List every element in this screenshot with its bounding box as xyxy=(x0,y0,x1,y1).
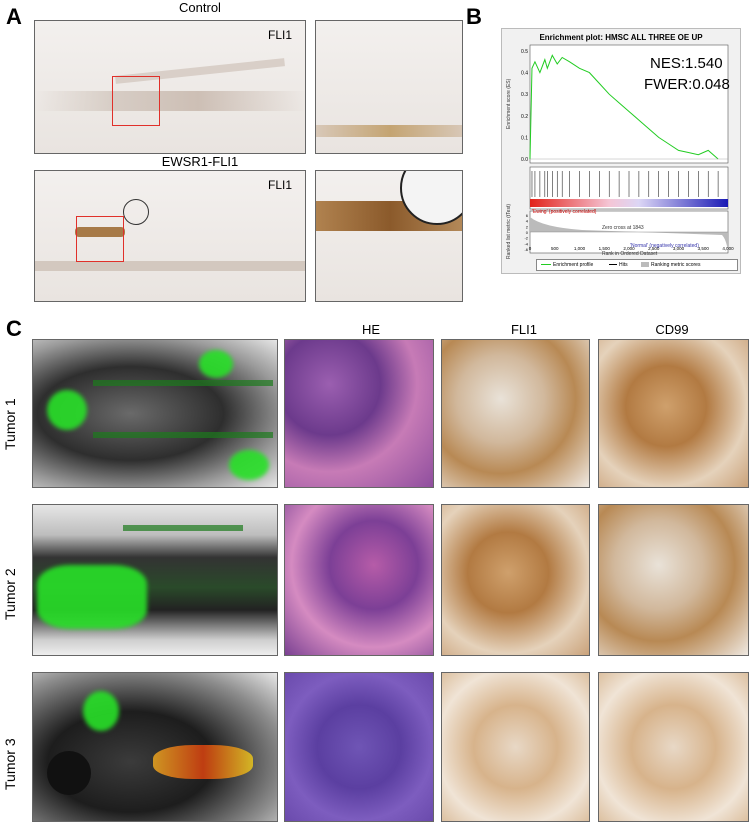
zoom-region-box-ews xyxy=(76,216,124,262)
ews-overview-image xyxy=(34,170,306,302)
col-header-cd99: CD99 xyxy=(655,322,689,337)
tumor-label-3: Tumor 3 xyxy=(2,738,18,790)
fwer-value: FWER:0.048 xyxy=(644,76,730,93)
stain-label-fli1-top: FLI1 xyxy=(268,28,293,42)
y-tick-label: 0.1 xyxy=(521,135,528,141)
metric-tick-label: -6 xyxy=(524,247,528,252)
tumor-1-he-image xyxy=(284,339,434,488)
stain-label-fli1-bottom: FLI1 xyxy=(268,178,293,192)
legend-hits: Hits xyxy=(619,262,628,268)
x-tick-label: 2,000 xyxy=(623,246,635,251)
es-plot-frame xyxy=(529,44,729,164)
tumor-2-fish-image xyxy=(32,504,278,656)
x-tick-label: 3,500 xyxy=(698,246,710,251)
gsea-legend: Enrichment profile Hits Ranking metric s… xyxy=(536,259,738,271)
tumor-2-cd99-image xyxy=(598,504,749,656)
col-header-fli1: FLI1 xyxy=(510,322,537,337)
y-tick-label: 0.5 xyxy=(521,49,528,55)
enrichment-profile-line xyxy=(529,54,719,160)
panel-letter-b: B xyxy=(466,4,482,29)
x-axis-label: Rank in Ordered Dataset xyxy=(602,251,658,257)
metric-tick-label: 2 xyxy=(526,224,529,229)
zoom-region-box-control xyxy=(112,76,160,126)
metric-axis-label: Ranked list metric (tTest) xyxy=(506,203,512,259)
x-tick-label: 1,000 xyxy=(574,246,586,251)
tumor-3-fli1-image xyxy=(441,672,590,822)
x-tick-label: 4,000 xyxy=(722,246,734,251)
hit-lines xyxy=(531,171,719,197)
metric-tick-label: -2 xyxy=(524,236,528,241)
y-tick-label: 0.2 xyxy=(521,114,528,120)
tumor-1-fli1-image xyxy=(441,339,590,488)
x-tick-label: 1,500 xyxy=(599,246,611,251)
y-tick-label: 0.4 xyxy=(521,71,528,77)
gsea-title: Enrichment plot: HMSC ALL THREE OE UP xyxy=(539,33,703,42)
control-zoom-image xyxy=(315,20,463,154)
zero-cross-label: Zero cross at 1843 xyxy=(602,225,644,231)
x-tick-label: 2,500 xyxy=(648,246,660,251)
x-tick-label: 3,000 xyxy=(673,246,685,251)
es-line-group xyxy=(529,54,728,160)
metric-tick-label: -4 xyxy=(524,241,528,246)
x-ticks: 0 500 1,000 1,500 2,000 2,500 3,000 3,500 4,000 xyxy=(529,246,734,251)
panel-letter-c: C xyxy=(6,316,22,341)
tumor-2-fli1-image xyxy=(441,504,590,656)
ews-zoom-image xyxy=(315,170,463,302)
rank-color-bar xyxy=(530,199,728,207)
col-header-he: HE xyxy=(361,322,381,337)
nes-value: NES:1.540 xyxy=(650,55,723,72)
tumor-3-fish-image xyxy=(32,672,278,822)
tumor-2-he-image xyxy=(284,504,434,656)
tumor-3-he-image xyxy=(284,672,434,822)
tumor-label-1: Tumor 1 xyxy=(2,398,18,450)
tumor-1-fish-image xyxy=(32,339,278,488)
metric-tick-label: 0 xyxy=(526,230,529,235)
y-tick-label: 0.0 xyxy=(521,157,528,163)
tumor-3-cd99-image xyxy=(598,672,749,822)
metric-tick-label: 4 xyxy=(526,219,529,224)
legend-profile: Enrichment profile xyxy=(553,262,594,268)
y-tick-label: 0.3 xyxy=(521,92,528,98)
control-overview-image xyxy=(34,20,306,154)
control-title: Control xyxy=(179,0,221,15)
tumor-1-cd99-image xyxy=(598,339,749,488)
es-axis-label: Enrichment score (ES) xyxy=(506,78,512,129)
ews-title: EWSR1-FLI1 xyxy=(161,154,239,169)
panel-letter-a: A xyxy=(6,4,22,29)
tumor-label-2: Tumor 2 xyxy=(2,568,18,620)
gsea-enrichment-plot: Enrichment plot: HMSC ALL THREE OE UP 0.… xyxy=(501,28,741,274)
metric-tick-label: 6 xyxy=(526,213,529,218)
x-tick-label: 500 xyxy=(551,246,559,251)
positive-label: 'Ewing' (positively correlated) xyxy=(532,209,597,215)
x-tick-label: 0 xyxy=(529,246,532,251)
negative-label: 'Normal' (negatively correlated) xyxy=(630,243,699,249)
legend-ranking: Ranking metric scores xyxy=(651,262,701,268)
